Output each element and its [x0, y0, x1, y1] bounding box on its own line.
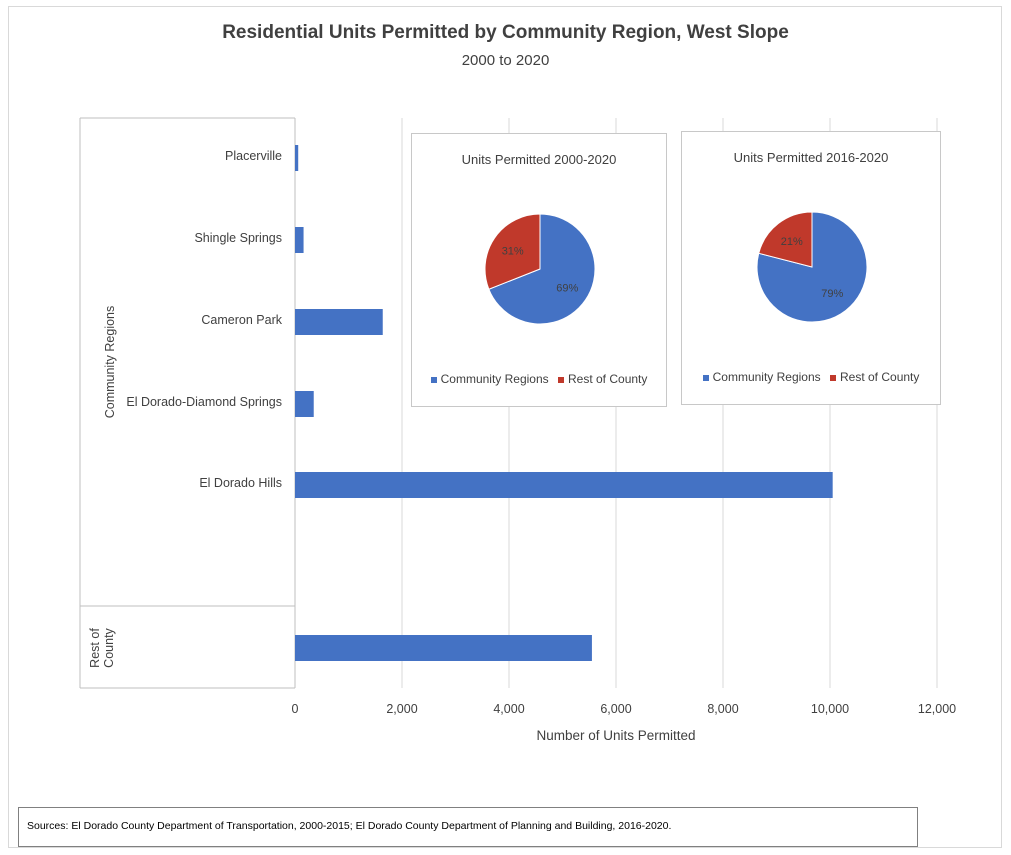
- bar-el-dorado-diamond-springs: [295, 391, 314, 417]
- x-tick-label: 10,000: [810, 702, 850, 716]
- group-label-rest-of-county: Rest of County: [88, 628, 116, 668]
- legend-item: Rest of County: [830, 370, 919, 384]
- x-tick-label: 4,000: [493, 702, 525, 716]
- pie-slice-rest-of-county: [484, 213, 541, 290]
- legend-swatch: [430, 376, 437, 383]
- x-tick-label: 0: [291, 702, 299, 716]
- bar-placerville: [295, 145, 299, 171]
- legend-swatch: [830, 374, 836, 381]
- legend-label: Community Regions: [712, 370, 821, 384]
- category-label: Placerville: [225, 149, 282, 163]
- x-axis-label: Number of Units Permitted: [536, 728, 696, 743]
- legend-label: Community Regions: [440, 372, 549, 386]
- pie-data-label: 79%: [821, 288, 843, 300]
- legend-label: Rest of County: [840, 370, 920, 384]
- pie-data-label: 69%: [556, 283, 578, 295]
- x-tick-label: 2,000: [386, 702, 418, 716]
- pie-svg: 79% 21%: [756, 211, 868, 323]
- legend-swatch: [558, 376, 564, 383]
- legend-item: Community Regions: [430, 372, 549, 386]
- legend-item: Rest of County: [558, 372, 647, 386]
- bar-shingle-springs: [295, 227, 304, 253]
- x-tick-label: 6,000: [600, 702, 632, 716]
- pie-data-label: 21%: [781, 236, 803, 248]
- pie-chart-2016-2020: Units Permitted 2016-2020 79% 21% Communi…: [681, 131, 941, 405]
- category-label: Cameron Park: [201, 313, 282, 327]
- pie-slice-community-regions: [488, 213, 596, 325]
- chart-subtitle: 2000 to 2020: [461, 52, 550, 69]
- chart-title: Residential Units Permitted by Community…: [222, 22, 789, 43]
- pie-legend: Community Regions Rest of County: [682, 370, 940, 384]
- legend-item: Community Regions: [702, 370, 821, 384]
- legend-label: Rest of County: [568, 372, 648, 386]
- bar-cameron-park: [295, 309, 383, 335]
- pie-chart-2000-2020: Units Permitted 2000-2020 69% 31% Communi…: [411, 133, 667, 407]
- chart-frame: [8, 6, 1002, 848]
- legend-swatch: [702, 374, 709, 381]
- pie-title: Units Permitted 2000-2020: [461, 152, 617, 167]
- bar-el-dorado-hills: [295, 472, 833, 498]
- sources-note: Sources: El Dorado County Department of …: [18, 807, 918, 847]
- pie-slice-rest-of-county: [758, 211, 813, 268]
- pie-data-label: 31%: [502, 245, 524, 257]
- pie-legend: Community Regions Rest of County: [412, 372, 666, 386]
- x-tick-label: 12,000: [917, 702, 957, 716]
- pie-svg: 69% 31%: [484, 213, 596, 325]
- bar-rest-of-county: [295, 635, 592, 661]
- category-label: El Dorado Hills: [199, 476, 282, 490]
- pie-title: Units Permitted 2016-2020: [733, 150, 889, 165]
- category-label: Shingle Springs: [194, 231, 282, 245]
- x-tick-label: 8,000: [707, 702, 739, 716]
- category-label: El Dorado-Diamond Springs: [126, 395, 282, 409]
- group-label-community-regions: Community Regions: [103, 305, 117, 419]
